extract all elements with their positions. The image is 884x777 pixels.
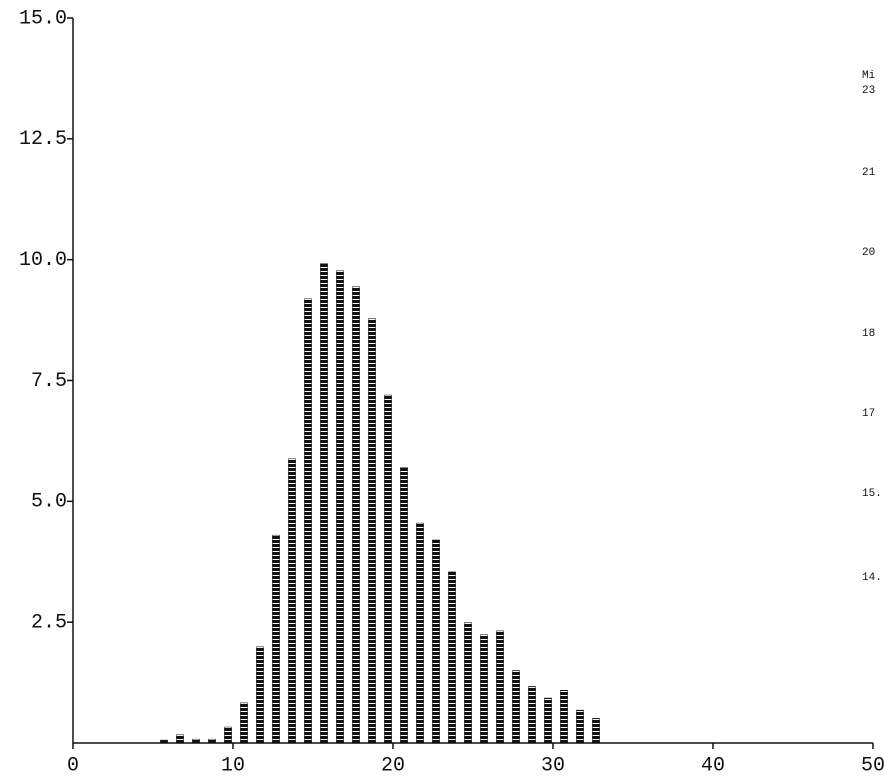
bar xyxy=(224,726,232,744)
bar xyxy=(592,718,600,744)
side-label: 18 xyxy=(862,328,875,340)
side-label: 17 xyxy=(862,408,875,420)
bar xyxy=(272,534,280,744)
bar xyxy=(384,394,392,744)
bar xyxy=(304,298,312,744)
side-label: 14. xyxy=(862,572,882,584)
bar xyxy=(352,286,360,744)
x-tick-label: 30 xyxy=(541,754,565,777)
bar xyxy=(160,739,168,744)
bar xyxy=(416,522,424,744)
x-tick-label: 20 xyxy=(381,754,405,777)
bar xyxy=(368,318,376,744)
side-label: 15. xyxy=(862,488,882,500)
bar xyxy=(256,646,264,744)
bar xyxy=(192,738,200,744)
bar xyxy=(432,539,440,744)
bar xyxy=(560,690,568,744)
x-tick-label: 0 xyxy=(67,754,79,777)
y-tick-label: 15.0 xyxy=(19,7,67,30)
y-tick-label: 5.0 xyxy=(31,491,67,514)
y-tick-label: 2.5 xyxy=(31,611,67,634)
bar xyxy=(320,263,328,744)
bar xyxy=(512,670,520,744)
bar xyxy=(448,571,456,744)
bar xyxy=(240,702,248,744)
y-tick-label: 10.0 xyxy=(19,249,67,272)
side-label: 23 xyxy=(862,85,875,97)
bar xyxy=(496,630,504,744)
x-tick-label: 10 xyxy=(221,754,245,777)
bar xyxy=(176,734,184,744)
side-label: Mi xyxy=(862,70,876,82)
y-tick-label: 7.5 xyxy=(31,370,67,393)
bar xyxy=(336,270,344,744)
x-tick-label: 50 xyxy=(861,754,884,777)
bar xyxy=(400,467,408,744)
y-tick-label: 12.5 xyxy=(19,128,67,151)
bar xyxy=(208,738,216,744)
bar xyxy=(528,686,536,744)
side-label: 20 xyxy=(862,247,875,259)
bar xyxy=(576,709,584,744)
bar xyxy=(480,634,488,744)
bar xyxy=(464,622,472,744)
side-label: 21 xyxy=(862,167,876,179)
bar xyxy=(288,458,296,744)
x-tick-label: 40 xyxy=(701,754,725,777)
bar xyxy=(544,697,552,744)
